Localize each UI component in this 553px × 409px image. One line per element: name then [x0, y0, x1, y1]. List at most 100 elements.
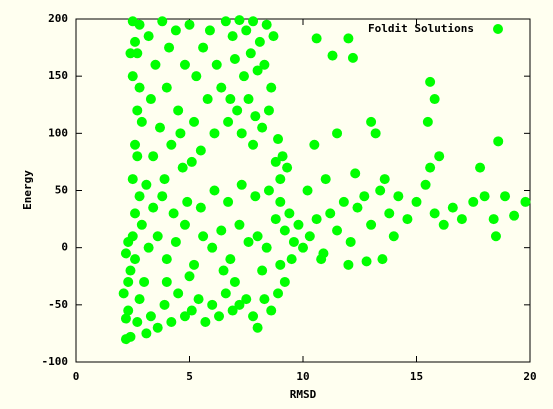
point: [173, 288, 184, 299]
point: [170, 236, 181, 247]
point: [154, 122, 165, 133]
point: [120, 248, 131, 259]
point: [288, 236, 299, 247]
point: [189, 116, 200, 127]
point: [338, 196, 349, 207]
point: [266, 82, 277, 93]
point: [184, 19, 195, 30]
legend-marker: [493, 24, 503, 34]
point: [143, 31, 154, 42]
point: [245, 48, 256, 59]
point: [130, 254, 141, 265]
point: [434, 151, 445, 162]
point: [279, 276, 290, 287]
point: [136, 116, 147, 127]
point: [325, 208, 336, 219]
point: [125, 48, 136, 59]
point: [179, 219, 190, 230]
point: [243, 236, 254, 247]
point: [191, 71, 202, 82]
point: [345, 236, 356, 247]
point: [248, 311, 259, 322]
point: [332, 128, 343, 139]
point: [270, 214, 281, 225]
point: [166, 139, 177, 150]
point: [145, 94, 156, 105]
point: [202, 94, 213, 105]
point: [148, 202, 159, 213]
point: [309, 139, 320, 150]
point: [132, 151, 143, 162]
point: [252, 65, 263, 76]
point: [263, 105, 274, 116]
y-tick-label: 100: [48, 126, 68, 139]
point: [279, 225, 290, 236]
point: [123, 305, 134, 316]
point: [198, 42, 209, 53]
point: [273, 134, 284, 145]
point: [200, 316, 211, 327]
point: [298, 242, 308, 253]
point: [263, 185, 274, 196]
point: [134, 82, 145, 93]
point: [388, 231, 399, 242]
point: [311, 214, 322, 225]
point: [411, 196, 422, 207]
point: [261, 242, 272, 253]
y-tick-label: 50: [55, 184, 68, 197]
point: [173, 105, 184, 116]
point: [370, 128, 381, 139]
point: [164, 42, 175, 53]
x-axis-label: RMSD: [290, 388, 317, 401]
point: [170, 25, 181, 36]
point: [232, 105, 243, 116]
point: [248, 139, 259, 150]
point: [468, 196, 479, 207]
point: [204, 25, 215, 36]
point: [252, 231, 263, 242]
point: [184, 271, 195, 282]
point: [186, 305, 197, 316]
point: [229, 54, 240, 65]
x-tick-label: 5: [186, 370, 193, 383]
point: [223, 116, 234, 127]
point: [266, 305, 277, 316]
point: [143, 242, 154, 253]
point: [150, 59, 161, 70]
point: [141, 328, 152, 339]
point: [273, 288, 284, 299]
point: [130, 139, 141, 150]
point: [384, 208, 395, 219]
point: [479, 191, 490, 202]
point: [218, 265, 229, 276]
point: [254, 36, 265, 47]
point: [259, 59, 270, 70]
point: [366, 219, 377, 230]
point: [366, 116, 377, 127]
point: [211, 59, 222, 70]
point: [134, 294, 145, 305]
point: [130, 36, 141, 47]
point: [123, 276, 134, 287]
point: [488, 214, 499, 225]
point: [282, 162, 293, 173]
point: [179, 59, 190, 70]
x-tick-label: 15: [410, 370, 423, 383]
point: [352, 202, 363, 213]
point: [238, 71, 249, 82]
point: [145, 311, 156, 322]
point: [393, 191, 404, 202]
point: [316, 254, 327, 265]
y-tick-label: 150: [48, 69, 68, 82]
point: [223, 196, 234, 207]
point: [148, 151, 159, 162]
point: [429, 208, 440, 219]
y-tick-label: -50: [48, 298, 68, 311]
point: [136, 219, 147, 230]
point: [327, 50, 338, 61]
point: [275, 174, 286, 185]
point: [248, 16, 259, 27]
point: [161, 254, 172, 265]
point: [132, 105, 143, 116]
